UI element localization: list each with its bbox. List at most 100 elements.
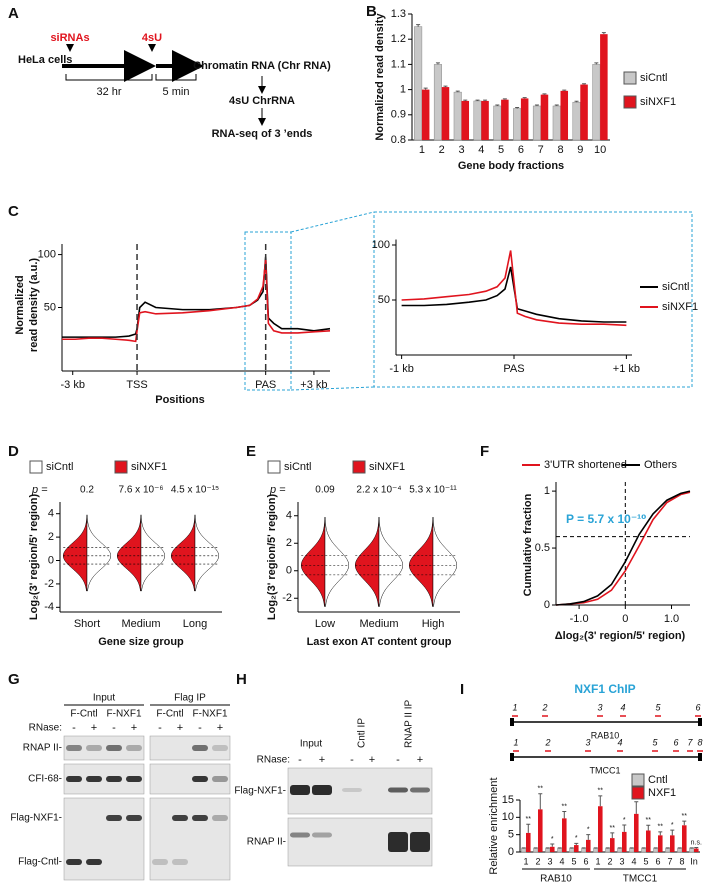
rnase-label: RNase: xyxy=(29,723,62,734)
panel-label: F xyxy=(480,443,489,460)
lane-label: - xyxy=(112,722,116,734)
bar xyxy=(433,64,442,141)
band xyxy=(388,787,408,793)
p-label: p = xyxy=(31,484,48,496)
band xyxy=(388,832,408,852)
error-bar xyxy=(670,829,675,836)
panel-label: D xyxy=(8,443,19,460)
x-tick-label: 2 xyxy=(535,856,540,866)
x-tick-label: 8 xyxy=(557,144,563,156)
band xyxy=(126,815,142,821)
y-tick-label: 0 xyxy=(286,565,292,577)
panel-label: C xyxy=(8,203,19,220)
bar xyxy=(441,87,450,140)
annotation: P = 5.7 x 10⁻¹⁰ xyxy=(566,512,646,526)
group-label: Cntl IP xyxy=(357,718,368,748)
legend-label: Others xyxy=(644,459,678,471)
error-bar xyxy=(562,810,567,819)
error-bar xyxy=(582,83,587,85)
x-tick-label: Long xyxy=(183,618,207,630)
band xyxy=(290,832,310,838)
y-tick-label: 0.9 xyxy=(391,109,406,121)
error-bar xyxy=(545,847,550,849)
exon xyxy=(698,753,702,761)
band xyxy=(212,745,228,751)
panel-label: I xyxy=(460,681,464,698)
lane-label: + xyxy=(369,754,375,766)
bar xyxy=(520,98,529,140)
significance-label: * xyxy=(623,817,626,824)
x-tick-label: 1 xyxy=(523,856,528,866)
bar xyxy=(550,846,555,852)
x-tick-label: 7 xyxy=(538,144,544,156)
error-bar xyxy=(634,801,639,814)
bar xyxy=(557,848,563,853)
x-tick-label: 8 xyxy=(679,856,684,866)
primer-label: 6 xyxy=(673,737,678,747)
bar xyxy=(481,100,489,140)
error-bar xyxy=(653,847,658,849)
lane-label: - xyxy=(396,754,400,766)
y-tick-label: 1 xyxy=(400,84,406,96)
chip-title: NXF1 ChIP xyxy=(574,682,635,696)
primer-label: 4 xyxy=(620,702,625,712)
exon xyxy=(510,753,514,761)
y-tick-label: 100 xyxy=(372,239,390,251)
error-bar xyxy=(533,847,538,849)
bar xyxy=(617,848,623,853)
significance-label: ** xyxy=(526,816,532,823)
bar xyxy=(540,94,549,140)
error-bar xyxy=(593,847,598,849)
bar xyxy=(572,101,581,141)
y-tick-label: 1.1 xyxy=(391,58,406,70)
blot xyxy=(149,735,231,761)
error-bar xyxy=(581,847,586,849)
error-bar xyxy=(629,847,634,849)
error-bar xyxy=(562,89,567,91)
error-bar xyxy=(694,846,699,849)
error-bar xyxy=(475,99,480,101)
p-value: 5.3 x 10⁻¹¹ xyxy=(409,485,457,496)
p-label: p = xyxy=(269,484,286,496)
x-tick-label: 3 xyxy=(458,144,464,156)
x-tick-label: 1 xyxy=(419,144,425,156)
gene-label: TMCC1 xyxy=(590,765,621,775)
bar xyxy=(532,105,541,141)
band xyxy=(86,776,102,782)
bar xyxy=(598,806,603,852)
bar xyxy=(538,809,543,852)
bar xyxy=(610,838,615,852)
bar xyxy=(552,105,561,141)
panel-label: E xyxy=(246,443,256,460)
blot-label: Flag-Cntl- xyxy=(18,857,62,868)
bar xyxy=(533,848,539,853)
bar xyxy=(605,848,611,853)
y-tick-label: 15 xyxy=(502,794,514,806)
bar xyxy=(453,91,462,141)
blot-label: Flag-NXF1- xyxy=(234,786,286,797)
x-axis-label: Positions xyxy=(155,394,205,406)
p-value: 0.09 xyxy=(315,485,335,496)
panel-label: B xyxy=(366,3,377,20)
primer-label: 1 xyxy=(513,737,518,747)
x-tick-label: 6 xyxy=(655,856,660,866)
error-bar xyxy=(557,847,562,849)
y-axis-label: Log₂(3' region/5' region) xyxy=(266,494,278,621)
error-bar xyxy=(455,90,460,93)
exon xyxy=(698,718,702,726)
bar xyxy=(694,848,699,852)
legend-label: siCntl xyxy=(662,281,690,293)
significance-label: * xyxy=(587,827,590,834)
bar xyxy=(677,848,683,853)
error-bar xyxy=(610,832,615,839)
group-label: Input xyxy=(300,739,322,750)
bar xyxy=(414,26,423,141)
y-axis-label: Log₂(3' region/5' region) xyxy=(28,494,40,621)
x-tick-label: 5 xyxy=(498,144,504,156)
x-tick-label: 5 xyxy=(571,856,576,866)
error-bar xyxy=(502,98,507,100)
x-tick-label: PAS xyxy=(503,363,524,375)
bar xyxy=(521,848,527,853)
y-tick-label: 4 xyxy=(48,508,54,520)
